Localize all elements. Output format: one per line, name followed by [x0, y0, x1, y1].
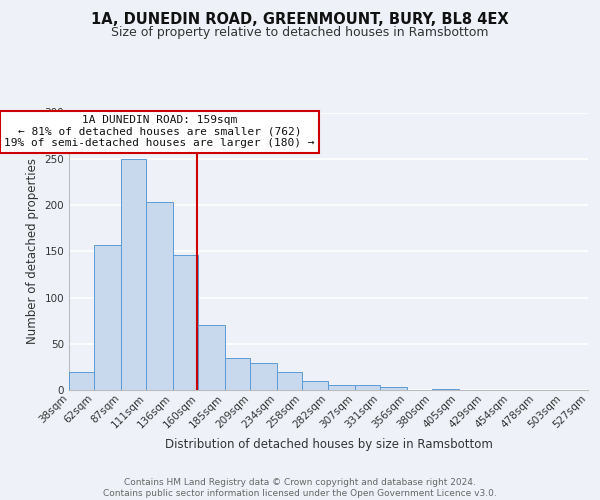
Bar [173, 255, 199, 390]
Bar [121, 159, 146, 390]
Bar [250, 363, 277, 390]
Bar [355, 386, 380, 390]
X-axis label: Distribution of detached houses by size in Ramsbottom: Distribution of detached houses by size … [164, 438, 493, 451]
Bar [328, 386, 355, 390]
Bar [199, 325, 225, 390]
Text: 1A DUNEDIN ROAD: 159sqm
← 81% of detached houses are smaller (762)
19% of semi-d: 1A DUNEDIN ROAD: 159sqm ← 81% of detache… [4, 116, 315, 148]
Bar [94, 245, 121, 390]
Y-axis label: Number of detached properties: Number of detached properties [26, 158, 39, 344]
Text: Contains HM Land Registry data © Crown copyright and database right 2024.
Contai: Contains HM Land Registry data © Crown c… [103, 478, 497, 498]
Text: 1A, DUNEDIN ROAD, GREENMOUNT, BURY, BL8 4EX: 1A, DUNEDIN ROAD, GREENMOUNT, BURY, BL8 … [91, 12, 509, 28]
Bar [69, 372, 94, 390]
Bar [146, 202, 173, 390]
Bar [277, 372, 302, 390]
Bar [302, 381, 328, 390]
Text: Size of property relative to detached houses in Ramsbottom: Size of property relative to detached ho… [111, 26, 489, 39]
Bar [432, 389, 458, 390]
Bar [380, 387, 407, 390]
Bar [225, 358, 250, 390]
